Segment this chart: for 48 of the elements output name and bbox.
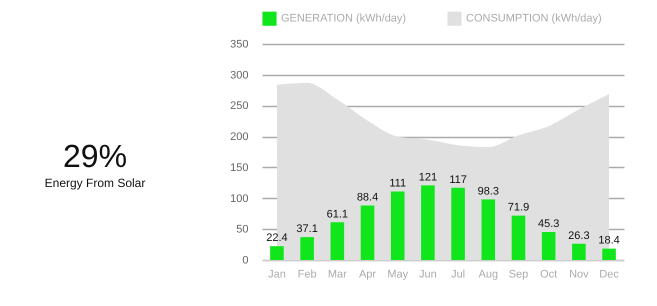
bar <box>481 199 496 260</box>
legend-label: GENERATION (kWh/day) <box>281 12 406 25</box>
bar <box>300 237 314 260</box>
x-tick-label: Jan <box>268 268 286 280</box>
bar <box>602 248 616 260</box>
x-tick-label: Apr <box>358 268 376 280</box>
data-label: 22.4 <box>266 232 288 244</box>
y-tick-label: 250 <box>230 100 248 112</box>
y-tick-label: 100 <box>230 192 248 205</box>
y-tick-label: 50 <box>236 224 248 236</box>
data-label: 26.3 <box>568 230 590 242</box>
y-tick-label: 350 <box>230 38 248 50</box>
text: 29% <box>62 138 128 174</box>
y-tick-label: 200 <box>230 131 248 144</box>
x-tick-label: May <box>387 268 409 280</box>
data-label: 45.3 <box>538 218 560 230</box>
bar <box>451 188 465 260</box>
x-tick-label: Dec <box>599 268 620 280</box>
data-label: 61.1 <box>326 208 348 220</box>
data-label: 111 <box>389 177 406 190</box>
x-tick-label: Sep <box>508 268 528 280</box>
x-tick-label: Oct <box>540 268 558 280</box>
bar <box>542 232 556 260</box>
x-tick-label: Feb <box>298 268 317 280</box>
y-tick-label: 300 <box>230 69 248 82</box>
x-tick-label: Jun <box>419 268 437 280</box>
y-tick-label: 0 <box>242 254 248 266</box>
x-tick-label: Nov <box>569 268 590 280</box>
bar <box>330 222 344 260</box>
bar <box>421 185 435 260</box>
bar <box>512 216 526 260</box>
x-tick-label: Mar <box>328 268 348 280</box>
data-label: 71.9 <box>508 202 530 214</box>
data-label: 98.3 <box>478 185 499 198</box>
x-tick-label: Jul <box>451 268 466 280</box>
bar <box>360 205 374 260</box>
data-label: 121 <box>418 171 438 184</box>
bar <box>572 244 586 260</box>
bar <box>390 191 405 260</box>
data-label: 88.4 <box>356 191 378 204</box>
data-label: 18.4 <box>598 234 620 247</box>
legend-label: CONSUMPTION (kWh/day) <box>466 12 602 25</box>
bar <box>270 246 284 260</box>
data-label: 117 <box>449 174 467 186</box>
data-label: 37.1 <box>296 223 318 236</box>
y-tick-label: 150 <box>230 162 248 174</box>
x-tick-label: Aug <box>478 268 498 280</box>
text: Energy From Solar <box>44 176 146 190</box>
